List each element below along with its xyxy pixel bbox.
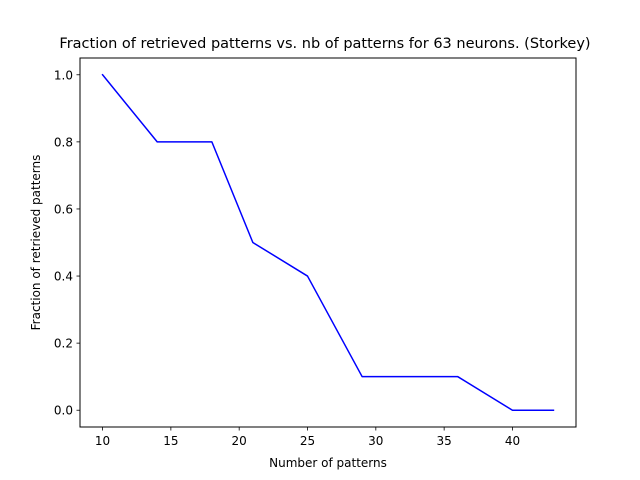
x-tick-label: 30 — [368, 434, 383, 448]
chart-title: Fraction of retrieved patterns vs. nb of… — [59, 36, 590, 52]
series-line — [101, 73, 555, 411]
y-axis-ticks: 0.0 0.2 0.4 0.6 0.8 1.0 — [54, 68, 80, 418]
y-axis-label: Fraction of retrieved patterns — [29, 155, 43, 331]
y-tick-label: 0.4 — [54, 270, 73, 284]
x-tick-label: 25 — [300, 434, 315, 448]
plot-area-frame — [79, 57, 577, 428]
x-tick-label: 20 — [232, 434, 247, 448]
series-layer — [101, 73, 555, 411]
y-tick-label: 0.0 — [54, 404, 73, 418]
y-tick-label: 0.8 — [54, 135, 73, 149]
x-axis-ticks: 10 15 20 25 30 35 40 — [95, 427, 520, 448]
x-tick-label: 10 — [95, 434, 110, 448]
y-tick-label: 1.0 — [54, 68, 73, 82]
x-tick-label: 40 — [505, 434, 520, 448]
y-tick-label: 0.6 — [54, 202, 73, 216]
x-tick-label: 15 — [163, 434, 178, 448]
y-tick-label: 0.2 — [54, 337, 73, 351]
x-tick-label: 35 — [437, 434, 452, 448]
x-axis-label: Number of patterns — [269, 456, 387, 470]
